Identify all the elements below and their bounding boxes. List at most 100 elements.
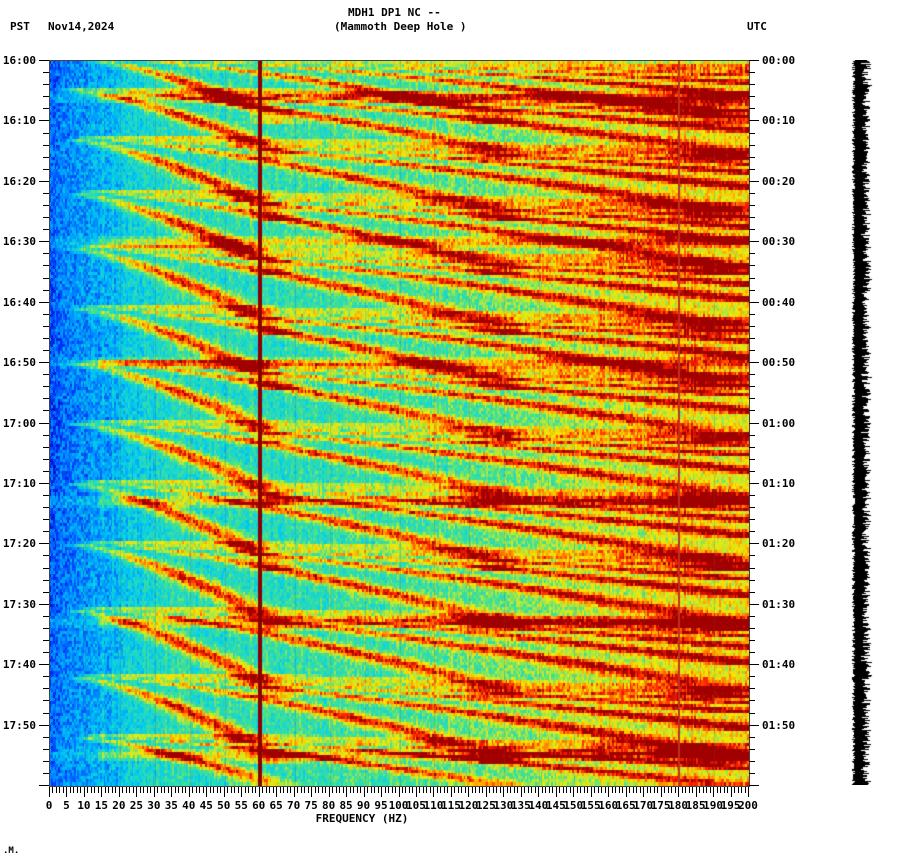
- x-tick-major: [49, 787, 50, 797]
- y-tick-minor-right: [749, 507, 755, 508]
- x-tick-major: [381, 787, 382, 797]
- y-tick-minor-right: [749, 749, 755, 750]
- x-tick-minor: [650, 787, 651, 793]
- x-tick-minor: [175, 787, 176, 793]
- x-tick-minor: [280, 787, 281, 793]
- x-tick-major: [573, 787, 574, 797]
- y-tick-major-right: [749, 60, 759, 61]
- y-tick-minor-right: [749, 628, 755, 629]
- x-tick-minor: [405, 787, 406, 793]
- x-tick-minor: [210, 787, 211, 793]
- x-tick-minor: [605, 787, 606, 793]
- y-tick-minor-left: [43, 205, 49, 206]
- x-tick-minor: [458, 787, 459, 793]
- x-tick-minor: [378, 787, 379, 793]
- x-tick-major: [451, 787, 452, 797]
- x-tick-label: 180: [668, 799, 689, 812]
- x-tick-major: [399, 787, 400, 797]
- x-tick-minor: [367, 787, 368, 793]
- amplitude-trace-canvas: [845, 60, 877, 785]
- x-tick-label: 5: [63, 799, 70, 812]
- y-tick-minor-left: [43, 265, 49, 266]
- x-tick-label: 130: [493, 799, 514, 812]
- x-tick-minor: [161, 787, 162, 793]
- y-tick-minor-left: [43, 145, 49, 146]
- x-tick-minor: [73, 787, 74, 793]
- y-tick-minor-right: [749, 447, 755, 448]
- x-tick-major: [626, 787, 627, 797]
- x-tick-minor: [332, 787, 333, 793]
- spectrogram-plot[interactable]: [49, 60, 750, 787]
- y-tick-minor-left: [43, 568, 49, 569]
- x-tick-minor: [598, 787, 599, 793]
- y-tick-minor-left: [43, 507, 49, 508]
- y-tick-minor-right: [749, 350, 755, 351]
- y-tick-label-right: 00:40: [762, 295, 796, 309]
- y-tick-label-right: 01:20: [762, 537, 796, 551]
- y-tick-major-left: [39, 604, 49, 605]
- x-tick-major: [154, 787, 155, 797]
- y-tick-minor-left: [43, 374, 49, 375]
- x-tick-major: [84, 787, 85, 797]
- x-tick-minor: [692, 787, 693, 793]
- y-tick-minor-right: [749, 96, 755, 97]
- y-tick-minor-right: [749, 471, 755, 472]
- x-tick-label: 60: [252, 799, 266, 812]
- y-tick-minor-left: [43, 314, 49, 315]
- x-tick-minor: [622, 787, 623, 793]
- y-tick-minor-right: [749, 652, 755, 653]
- x-tick-major: [486, 787, 487, 797]
- y-tick-label-left: 16:50: [2, 356, 36, 370]
- x-tick-minor: [63, 787, 64, 793]
- x-tick-minor: [315, 787, 316, 793]
- x-tick-minor: [640, 787, 641, 793]
- x-tick-label: 105: [406, 799, 426, 812]
- y-tick-minor-right: [749, 773, 755, 774]
- x-tick-minor: [629, 787, 630, 793]
- x-tick-minor: [255, 787, 256, 793]
- x-tick-minor: [563, 787, 564, 793]
- y-tick-minor-left: [43, 447, 49, 448]
- x-tick-minor: [496, 787, 497, 793]
- x-tick-minor: [545, 787, 546, 793]
- y-tick-minor-left: [43, 84, 49, 85]
- y-tick-label-right: 00:30: [762, 235, 796, 249]
- x-tick-minor: [531, 787, 532, 793]
- x-tick-minor: [248, 787, 249, 793]
- x-tick-minor: [360, 787, 361, 793]
- x-tick-minor: [168, 787, 169, 793]
- x-tick-minor: [734, 787, 735, 793]
- y-tick-minor-left: [43, 761, 49, 762]
- y-tick-minor-left: [43, 157, 49, 158]
- x-tick-minor: [164, 787, 165, 793]
- y-tick-label-right: 01:50: [762, 718, 796, 732]
- x-tick-minor: [402, 787, 403, 793]
- x-tick-minor: [703, 787, 704, 793]
- y-tick-major-left: [39, 785, 49, 786]
- x-tick-minor: [91, 787, 92, 793]
- x-tick-minor: [507, 787, 508, 793]
- y-tick-minor-left: [43, 459, 49, 460]
- x-tick-minor: [738, 787, 739, 793]
- y-tick-major-right: [749, 362, 759, 363]
- x-tick-major: [329, 787, 330, 797]
- y-tick-minor-left: [43, 169, 49, 170]
- y-tick-minor-right: [749, 338, 755, 339]
- x-tick-minor: [56, 787, 57, 793]
- x-tick-label: 145: [545, 799, 566, 812]
- x-tick-label: 190: [703, 799, 723, 812]
- x-tick-minor: [664, 787, 665, 793]
- x-tick-minor: [388, 787, 389, 793]
- x-tick-minor: [668, 787, 669, 793]
- x-tick-minor: [559, 787, 560, 793]
- x-tick-label: 70: [287, 799, 301, 812]
- y-tick-label-right: 01:00: [762, 416, 796, 430]
- y-tick-minor-left: [43, 290, 49, 291]
- y-tick-minor-left: [43, 713, 49, 714]
- x-tick-label: 195: [720, 799, 741, 812]
- y-tick-major-right: [749, 483, 759, 484]
- x-tick-minor: [70, 787, 71, 793]
- x-tick-minor: [409, 787, 410, 793]
- x-tick-minor: [426, 787, 427, 793]
- x-tick-label: 135: [510, 799, 531, 812]
